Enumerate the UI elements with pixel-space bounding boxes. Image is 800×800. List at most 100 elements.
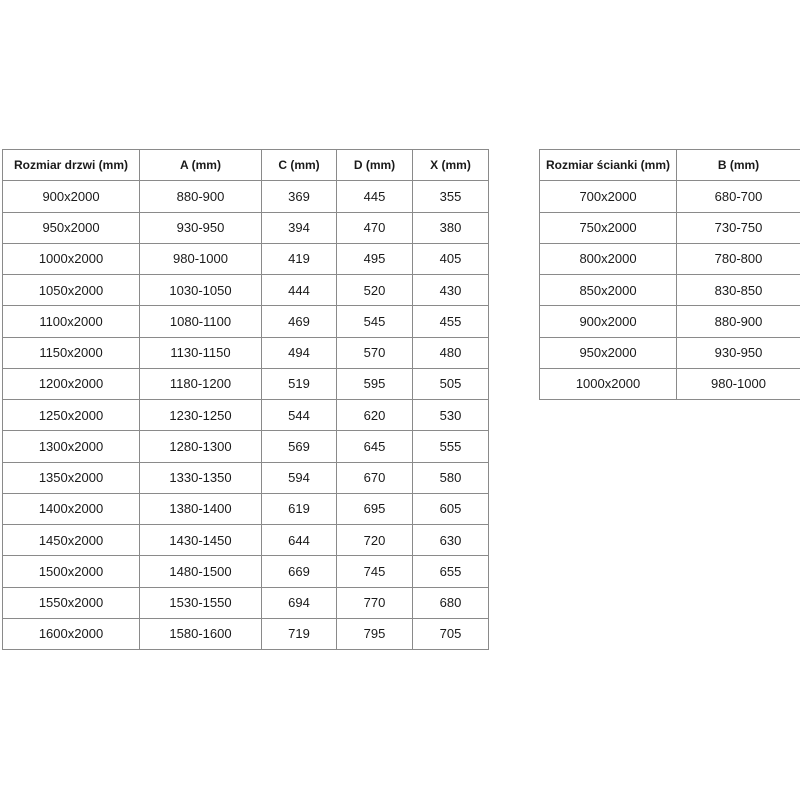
table-cell: 480 [412,336,489,369]
table-cell: 469 [261,305,337,338]
column-header: B (mm) [676,148,800,182]
column-header: Rozmiar ścianki (mm) [539,148,677,182]
table-cell: 1050x2000 [2,273,140,307]
table-cell: 1200x2000 [2,367,140,401]
table-cell: 495 [336,242,413,276]
table-cell: 850x2000 [539,273,677,307]
table-row: 1550x2000 1530-1550 694 770 680 [2,586,489,619]
table-cell: 569 [261,430,337,463]
table-cell: 669 [261,555,337,588]
table-cell: 1250x2000 [2,398,140,432]
table-cell: 695 [336,492,413,526]
table-cell: 730-750 [676,211,800,244]
column-header: Rozmiar drzwi (mm) [2,148,140,182]
table-row: 1050x2000 1030-1050 444 520 430 [2,273,489,307]
table-row: 1600x2000 1580-1600 719 795 705 [2,617,489,651]
table-cell: 900x2000 [2,180,140,213]
door-sizes-table: Rozmiar drzwi (mm) A (mm) C (mm) D (mm) X (m… [2,148,489,651]
table-cell: 605 [412,492,489,526]
table-cell: 745 [336,555,413,588]
table-row: 1450x2000 1430-1450 644 720 630 [2,523,489,557]
table-cell: 980-1000 [676,367,800,401]
table-cell: 505 [412,367,489,401]
table-cell: 1030-1050 [139,273,262,307]
table-cell: 355 [412,180,489,213]
column-header: X (mm) [412,148,489,182]
table-cell: 950x2000 [2,211,140,244]
table-cell: 800x2000 [539,242,677,276]
table-cell: 1130-1150 [139,336,262,369]
table-cell: 620 [336,398,413,432]
table-cell: 1180-1200 [139,367,262,401]
table-cell: 519 [261,367,337,401]
table-row: 950x2000 930-950 394 470 380 [2,211,489,244]
table-row: 1300x2000 1280-1300 569 645 555 [2,430,489,463]
table-cell: 630 [412,523,489,557]
table-cell: 545 [336,305,413,338]
table-cell: 700x2000 [539,180,677,213]
table-cell: 880-900 [676,305,800,338]
table-cell: 594 [261,461,337,494]
table-cell: 705 [412,617,489,651]
table-row: 850x2000 830-850 [539,273,800,307]
table-cell: 380 [412,211,489,244]
table-header-row: Rozmiar drzwi (mm) A (mm) C (mm) D (mm) X (m… [2,148,489,182]
table-cell: 670 [336,461,413,494]
table-cell: 419 [261,242,337,276]
table-cell: 619 [261,492,337,526]
table-row: 1400x2000 1380-1400 619 695 605 [2,492,489,526]
table-cell: 1280-1300 [139,430,262,463]
table-cell: 430 [412,273,489,307]
table-cell: 1550x2000 [2,586,140,619]
table-cell: 580 [412,461,489,494]
table-cell: 1600x2000 [2,617,140,651]
table-cell: 880-900 [139,180,262,213]
table-cell: 830-850 [676,273,800,307]
table-cell: 455 [412,305,489,338]
table-cell: 1330-1350 [139,461,262,494]
table-cell: 1380-1400 [139,492,262,526]
table-cell: 1480-1500 [139,555,262,588]
table-cell: 644 [261,523,337,557]
table-cell: 680-700 [676,180,800,213]
table-row: 900x2000 880-900 369 445 355 [2,180,489,213]
table-cell: 719 [261,617,337,651]
table-cell: 750x2000 [539,211,677,244]
table-cell: 405 [412,242,489,276]
table-cell: 544 [261,398,337,432]
table-cell: 1230-1250 [139,398,262,432]
table-cell: 780-800 [676,242,800,276]
table-header-row: Rozmiar ścianki (mm) B (mm) [539,148,800,182]
table-row: 1350x2000 1330-1350 594 670 580 [2,461,489,494]
table-cell: 720 [336,523,413,557]
column-header: D (mm) [336,148,413,182]
table-cell: 444 [261,273,337,307]
table-row: 1200x2000 1180-1200 519 595 505 [2,367,489,401]
table-row: 950x2000 930-950 [539,336,800,369]
table-cell: 1450x2000 [2,523,140,557]
table-cell: 1300x2000 [2,430,140,463]
table-cell: 1430-1450 [139,523,262,557]
table-row: 800x2000 780-800 [539,242,800,276]
table-cell: 369 [261,180,337,213]
table-cell: 980-1000 [139,242,262,276]
table-cell: 1500x2000 [2,555,140,588]
table-cell: 950x2000 [539,336,677,369]
table-cell: 1000x2000 [2,242,140,276]
table-row: 1000x2000 980-1000 419 495 405 [2,242,489,276]
table-row: 750x2000 730-750 [539,211,800,244]
table-cell: 1150x2000 [2,336,140,369]
table-cell: 1100x2000 [2,305,140,338]
table-cell: 595 [336,367,413,401]
table-row: 1000x2000 980-1000 [539,367,800,401]
table-row: 900x2000 880-900 [539,305,800,338]
table-cell: 530 [412,398,489,432]
column-header: A (mm) [139,148,262,182]
table-cell: 645 [336,430,413,463]
table-cell: 900x2000 [539,305,677,338]
table-row: 1150x2000 1130-1150 494 570 480 [2,336,489,369]
table-row: 1500x2000 1480-1500 669 745 655 [2,555,489,588]
table-cell: 680 [412,586,489,619]
table-cell: 555 [412,430,489,463]
table-cell: 1400x2000 [2,492,140,526]
